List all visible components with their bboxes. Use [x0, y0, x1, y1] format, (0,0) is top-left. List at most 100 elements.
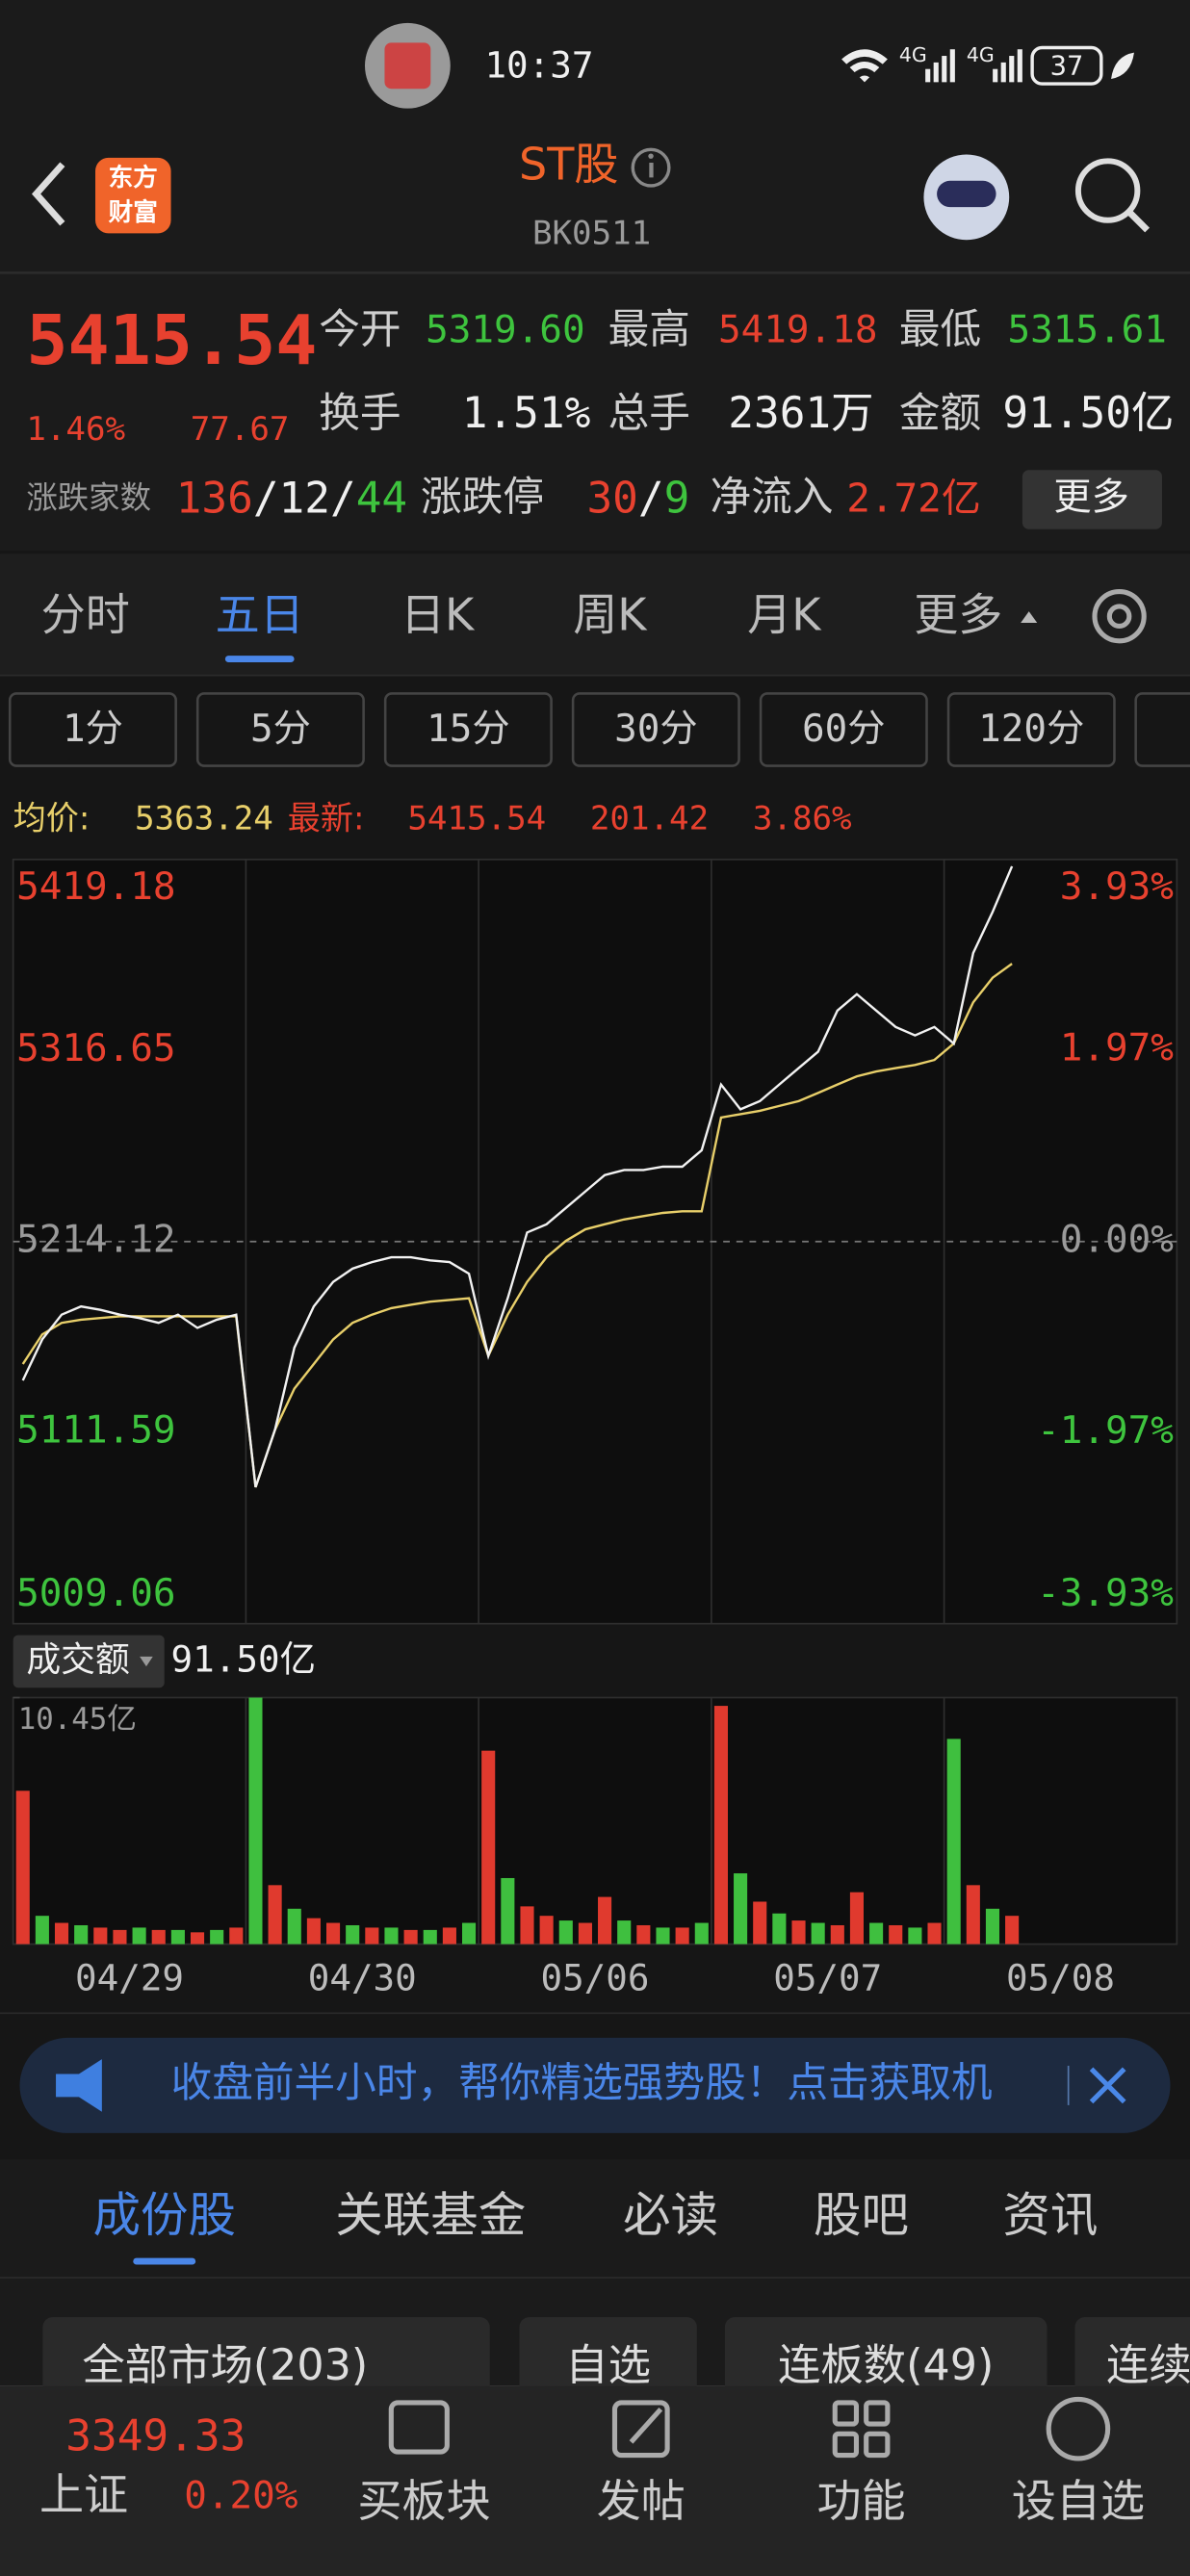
- inflow-label: 净流入: [711, 473, 834, 521]
- filter-label[interactable]: 连板数(49): [778, 2341, 994, 2390]
- down-count: 44: [356, 475, 407, 524]
- y2-tick-label: 0.00%: [1060, 1218, 1174, 1261]
- interval-label[interactable]: 5分: [250, 708, 311, 751]
- interval-button[interactable]: [946, 692, 1116, 767]
- volume-bar: [598, 1896, 612, 1945]
- x-tick-label: 05/06: [540, 1957, 649, 1999]
- search-icon[interactable]: [1074, 158, 1141, 223]
- volume-bar: [287, 1908, 301, 1945]
- content-tab[interactable]: 成份股: [92, 2187, 235, 2243]
- interval-button[interactable]: [383, 692, 553, 767]
- up-count: 136: [176, 475, 253, 524]
- logo-text: 财富: [109, 197, 158, 227]
- volume-bar: [558, 1920, 573, 1945]
- period-tab[interactable]: 月K: [747, 588, 822, 640]
- index-name[interactable]: 上证: [39, 2468, 128, 2520]
- sector-code: BK0511: [532, 215, 651, 253]
- y-tick-label: 5419.18: [16, 865, 175, 909]
- interval-label[interactable]: 30分: [614, 708, 698, 751]
- volume-bar: [830, 1924, 844, 1945]
- y-tick-label: 5111.59: [16, 1409, 175, 1453]
- volume-bar: [889, 1924, 903, 1945]
- volume-bar: [966, 1885, 980, 1945]
- y2-tick-label: -1.97%: [1037, 1409, 1174, 1453]
- volume-bar: [325, 1922, 341, 1945]
- volume-bar: [520, 1906, 534, 1945]
- interval-label[interactable]: 1分: [63, 708, 123, 751]
- y2-tick-label: 3.93%: [1060, 865, 1174, 909]
- search-icon-handle: [1126, 209, 1151, 233]
- content-tab[interactable]: 资讯: [1002, 2187, 1098, 2243]
- content-tab[interactable]: 关联基金: [335, 2187, 526, 2243]
- limit-values: 30/9: [586, 475, 689, 524]
- back-button[interactable]: [31, 162, 65, 226]
- limit-up: 30: [586, 475, 637, 524]
- volume-bar: [578, 1922, 592, 1945]
- interval-label[interactable]: 120分: [978, 708, 1084, 751]
- interval-button[interactable]: [1134, 692, 1190, 767]
- period-tab[interactable]: 周K: [573, 588, 648, 640]
- volume-bar: [927, 1922, 942, 1945]
- volume-bar: [713, 1706, 728, 1945]
- dropdown-arrow: [1021, 611, 1038, 624]
- nav-item[interactable]: 设自选: [1012, 2475, 1145, 2527]
- x-tick-label: 05/08: [1006, 1957, 1115, 1999]
- nav-item[interactable]: 买板块: [357, 2475, 490, 2527]
- period-tab[interactable]: 五日: [216, 588, 304, 640]
- interval-label[interactable]: 15分: [427, 708, 510, 751]
- volume-bar: [74, 1924, 89, 1945]
- interval-button[interactable]: [195, 692, 365, 767]
- interval-button[interactable]: [8, 692, 177, 767]
- volume-bar: [210, 1929, 224, 1945]
- content-tab[interactable]: 必读: [623, 2187, 718, 2243]
- x-tick-label: 04/30: [308, 1957, 417, 1999]
- volume-bar: [1005, 1916, 1020, 1945]
- index-change[interactable]: 0.20%: [184, 2474, 298, 2517]
- change-amount: 77.67: [191, 410, 290, 449]
- y-tick-label: 5009.06: [16, 1572, 175, 1615]
- volume-bar: [791, 1920, 806, 1945]
- period-tab[interactable]: 日K: [401, 588, 476, 640]
- info-icon[interactable]: [631, 147, 671, 188]
- volume-bar: [753, 1901, 767, 1945]
- index-value[interactable]: 3349.33: [65, 2411, 246, 2460]
- limit-label: 涨跌停: [421, 473, 544, 521]
- megaphone-icon: [56, 2059, 102, 2112]
- avg-value: 5363.24: [135, 799, 273, 837]
- volume-bar: [636, 1924, 651, 1945]
- info-icon-bar: [649, 163, 654, 178]
- page-title: ST股: [519, 139, 618, 191]
- filter-label[interactable]: 全部市场(203): [82, 2341, 368, 2390]
- notice-text[interactable]: 收盘前半小时，帮你精选强势股！点击获取机: [171, 2059, 993, 2107]
- stat-label: 总手: [608, 389, 690, 437]
- interval-label[interactable]: 60分: [802, 708, 886, 751]
- period-tab[interactable]: 分时: [41, 588, 130, 640]
- more-button[interactable]: [1022, 470, 1162, 529]
- volume-bar: [170, 1929, 185, 1945]
- filter-label[interactable]: 连续: [1106, 2341, 1190, 2390]
- tabs-bg: [0, 554, 1190, 676]
- interval-button[interactable]: [759, 692, 928, 767]
- volume-bar: [151, 1929, 166, 1945]
- nav-item[interactable]: 功能: [816, 2475, 905, 2527]
- notice-banner[interactable]: [19, 2037, 1171, 2133]
- volume-bar: [132, 1927, 146, 1945]
- filter-label[interactable]: 自选: [565, 2341, 651, 2390]
- volume-bar: [869, 1922, 884, 1945]
- more-button-label[interactable]: 更多: [1053, 476, 1129, 519]
- volume-bar: [268, 1885, 282, 1945]
- content-tab[interactable]: 股吧: [814, 2187, 909, 2243]
- interval-button[interactable]: [571, 692, 740, 767]
- period-tab[interactable]: 更多: [914, 588, 1002, 640]
- breadth-label: 涨跌家数: [26, 479, 151, 516]
- last-price: 5415.54: [26, 299, 317, 380]
- stat-value: 5319.60: [426, 308, 584, 351]
- volume-bar: [306, 1918, 321, 1945]
- volume-selector[interactable]: [13, 1635, 165, 1688]
- settings-icon[interactable]: [1092, 589, 1147, 644]
- volume-bar: [229, 1927, 244, 1945]
- stat-label: 换手: [319, 389, 401, 437]
- close-button[interactable]: [1089, 2067, 1126, 2104]
- nav-item[interactable]: 发帖: [597, 2475, 686, 2527]
